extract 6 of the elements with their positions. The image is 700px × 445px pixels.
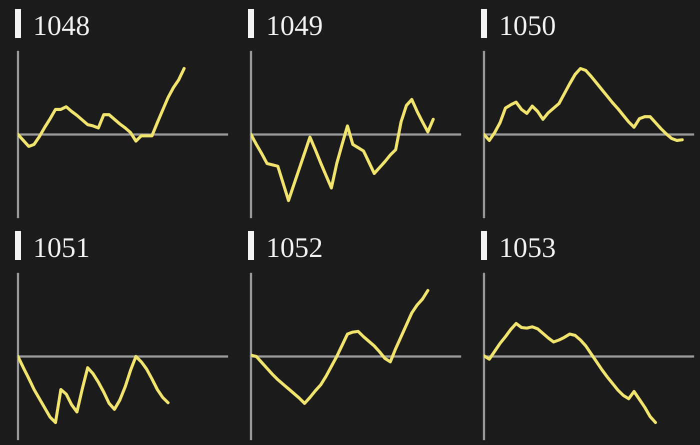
chart-title: 1049 — [268, 16, 322, 36]
chart-title: 1051 — [36, 238, 88, 258]
chart-title: 1052 — [268, 238, 322, 258]
chart-title: 1048 — [36, 16, 89, 36]
chart-title: 1053 — [502, 238, 555, 258]
chart-title: 1050 — [502, 16, 555, 36]
